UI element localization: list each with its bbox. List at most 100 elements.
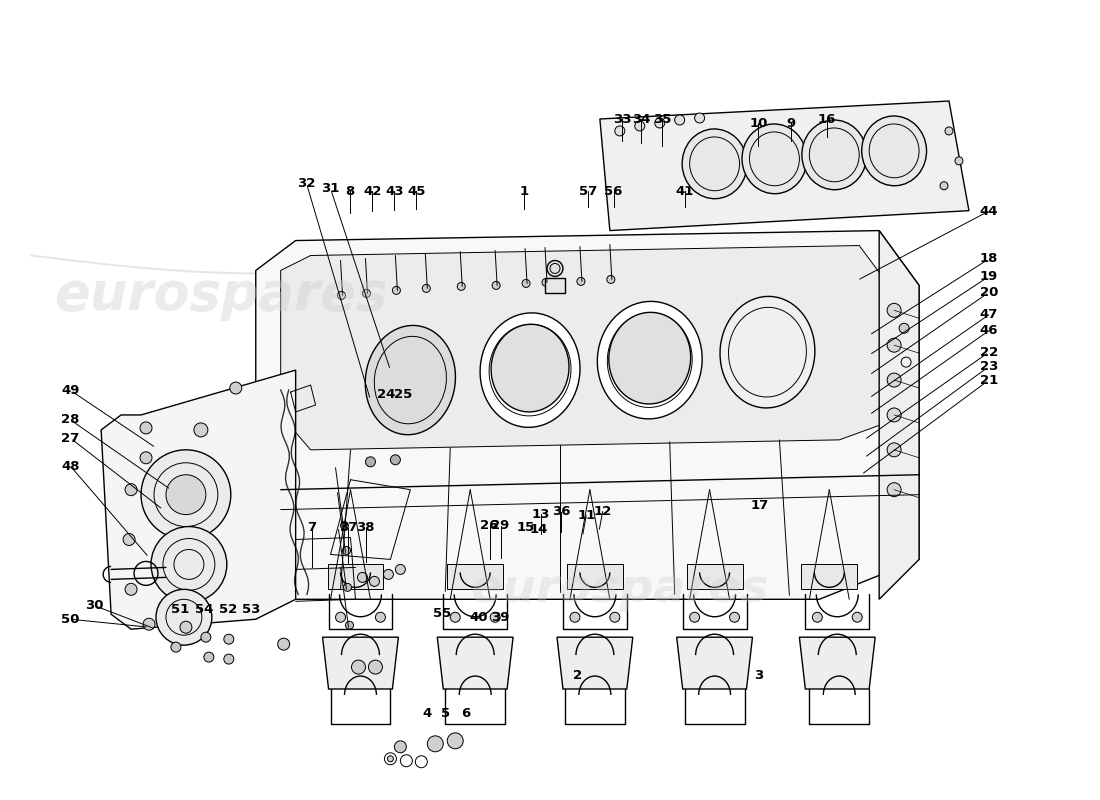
Circle shape: [812, 612, 823, 622]
Polygon shape: [255, 230, 920, 599]
Text: 35: 35: [652, 113, 671, 126]
Circle shape: [570, 612, 580, 622]
Circle shape: [223, 654, 234, 664]
Circle shape: [887, 408, 901, 422]
Text: 2: 2: [573, 669, 582, 682]
Ellipse shape: [365, 326, 455, 434]
Circle shape: [887, 443, 901, 457]
Text: 48: 48: [62, 460, 80, 473]
Text: 49: 49: [62, 384, 79, 397]
Text: 33: 33: [613, 113, 631, 126]
Text: 54: 54: [195, 603, 213, 616]
Circle shape: [450, 612, 460, 622]
Polygon shape: [328, 565, 384, 590]
Ellipse shape: [480, 313, 580, 427]
Circle shape: [576, 278, 585, 286]
Text: 14: 14: [530, 523, 548, 537]
Text: 3: 3: [754, 669, 763, 682]
Circle shape: [887, 338, 901, 352]
Circle shape: [422, 285, 430, 292]
Circle shape: [609, 612, 619, 622]
Text: 42: 42: [363, 185, 382, 198]
Text: 31: 31: [321, 182, 340, 195]
Text: 50: 50: [62, 613, 79, 626]
Circle shape: [395, 565, 406, 574]
Circle shape: [448, 733, 463, 749]
Circle shape: [694, 113, 705, 123]
Circle shape: [341, 522, 349, 530]
Text: 37: 37: [339, 521, 358, 534]
Circle shape: [358, 572, 367, 582]
Circle shape: [375, 612, 385, 622]
Circle shape: [542, 278, 550, 286]
Ellipse shape: [608, 312, 691, 404]
Text: 5: 5: [441, 707, 450, 720]
Circle shape: [607, 275, 615, 283]
Text: 4: 4: [422, 707, 431, 720]
Polygon shape: [322, 637, 398, 689]
Text: 21: 21: [980, 374, 998, 386]
Text: 10: 10: [749, 117, 768, 130]
Polygon shape: [280, 246, 894, 450]
Circle shape: [393, 286, 400, 294]
Polygon shape: [686, 565, 742, 590]
Ellipse shape: [682, 129, 747, 198]
Text: 9: 9: [786, 117, 796, 130]
Ellipse shape: [491, 324, 569, 412]
Circle shape: [345, 622, 353, 630]
Circle shape: [384, 570, 394, 579]
Text: 15: 15: [517, 521, 535, 534]
Ellipse shape: [597, 302, 702, 419]
Circle shape: [338, 291, 345, 299]
Text: 45: 45: [407, 185, 426, 198]
Polygon shape: [800, 637, 876, 689]
Circle shape: [945, 127, 953, 135]
Text: 16: 16: [817, 113, 836, 126]
Text: 34: 34: [631, 113, 650, 126]
Circle shape: [365, 457, 375, 466]
Ellipse shape: [720, 296, 815, 408]
Text: 53: 53: [242, 603, 261, 616]
Text: 24: 24: [377, 388, 396, 401]
Text: 20: 20: [980, 286, 998, 299]
Text: 8: 8: [345, 185, 355, 198]
Circle shape: [336, 612, 345, 622]
Text: 19: 19: [980, 270, 998, 283]
Text: 57: 57: [580, 185, 597, 198]
Circle shape: [194, 423, 208, 437]
Text: 6: 6: [461, 707, 470, 720]
Text: 22: 22: [980, 346, 998, 358]
Text: 12: 12: [594, 505, 612, 518]
Circle shape: [387, 756, 394, 762]
Circle shape: [343, 583, 352, 591]
Circle shape: [352, 660, 365, 674]
Text: 44: 44: [980, 205, 998, 218]
Circle shape: [277, 638, 289, 650]
Text: 51: 51: [172, 603, 189, 616]
Circle shape: [674, 115, 684, 125]
Text: 56: 56: [605, 185, 623, 198]
Circle shape: [223, 634, 234, 644]
Circle shape: [887, 373, 901, 387]
Circle shape: [125, 484, 138, 496]
Circle shape: [166, 474, 206, 514]
Text: 41: 41: [675, 185, 694, 198]
Circle shape: [522, 279, 530, 287]
Text: 23: 23: [980, 360, 998, 373]
Text: 29: 29: [492, 519, 509, 533]
Text: 52: 52: [219, 603, 238, 616]
Polygon shape: [101, 370, 296, 630]
Circle shape: [370, 576, 379, 586]
Circle shape: [899, 323, 909, 334]
Text: 13: 13: [532, 507, 550, 521]
Circle shape: [368, 660, 383, 674]
Text: 32: 32: [297, 177, 316, 190]
Circle shape: [887, 482, 901, 497]
Circle shape: [170, 642, 180, 652]
Text: 38: 38: [356, 521, 375, 534]
Circle shape: [635, 121, 645, 131]
Polygon shape: [448, 565, 503, 590]
Text: 36: 36: [552, 505, 570, 518]
Circle shape: [156, 590, 212, 645]
Circle shape: [852, 612, 862, 622]
